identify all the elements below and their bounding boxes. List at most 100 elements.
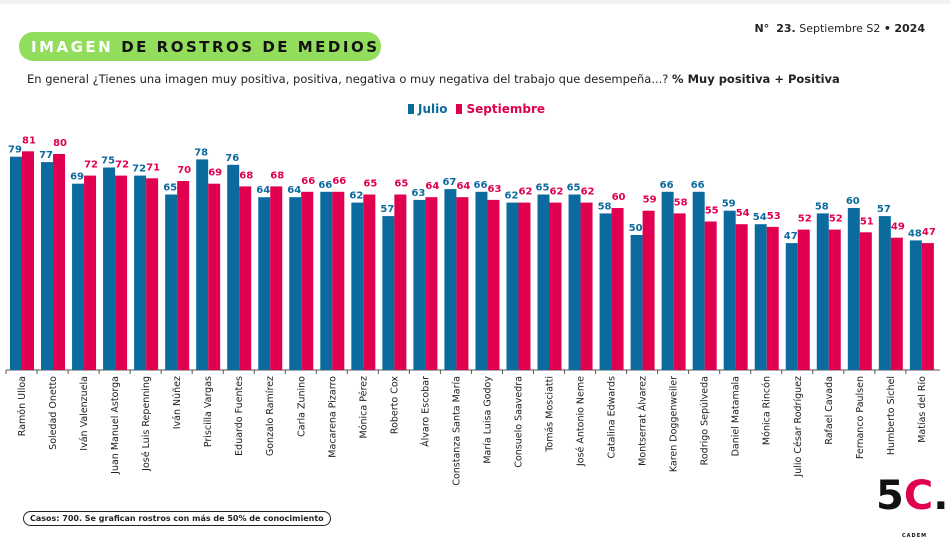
data-label: 57 (877, 204, 891, 215)
data-label: 52 (829, 214, 843, 225)
issue-info: N° 23. Septiembre S2 • 2024 (755, 22, 925, 35)
bar-septiembre (735, 224, 748, 370)
data-label: 64 (287, 185, 301, 196)
bar-julio (847, 208, 860, 370)
bar-septiembre (84, 175, 97, 370)
category-label: Juan Manuel Astorga (110, 376, 121, 475)
category-label: Eduardo Fuentes (234, 376, 245, 456)
data-label: 49 (891, 222, 905, 233)
issue-number: 23. (776, 22, 796, 35)
bar-septiembre (611, 208, 624, 370)
bar-septiembre (487, 199, 500, 370)
bar-julio (196, 159, 209, 370)
category-label: Mónica Rincón (762, 376, 773, 445)
category-label: José Antonio Neme (576, 376, 587, 467)
bar-julio (816, 213, 829, 370)
category-label: Álvaro Escobar (419, 376, 431, 447)
bar-julio (258, 197, 271, 370)
category-label: Consuelo Saavedra (513, 376, 524, 468)
bar-julio (103, 167, 116, 370)
data-label: 65 (163, 183, 177, 194)
bar-septiembre (580, 202, 593, 370)
data-label: 62 (505, 191, 519, 202)
data-label: 77 (39, 150, 53, 161)
issue-period: Septiembre S2 (799, 22, 881, 35)
bar-julio (506, 202, 519, 370)
issue-year: 2024 (894, 22, 925, 35)
data-label: 47 (922, 227, 936, 238)
data-label: 64 (425, 181, 439, 192)
legend-swatch-julio (408, 104, 414, 114)
bar-julio (599, 213, 612, 370)
question-metric: % Muy positiva + Positiva (672, 72, 840, 86)
data-label: 62 (550, 187, 564, 198)
data-label: 53 (767, 211, 781, 222)
data-label: 64 (456, 181, 470, 192)
bar-julio (878, 216, 891, 370)
data-label: 59 (643, 195, 657, 206)
bar-julio (909, 240, 922, 370)
bar-julio (692, 191, 705, 370)
data-label: 62 (519, 187, 533, 198)
data-label: 59 (722, 199, 736, 210)
data-label: 75 (101, 156, 115, 167)
data-label: 66 (660, 180, 674, 191)
category-label: Matías del Río (917, 376, 928, 443)
bar-septiembre (828, 229, 841, 370)
data-label: 69 (70, 172, 84, 183)
bar-septiembre (549, 202, 562, 370)
top-bar (0, 0, 951, 4)
data-label: 54 (736, 208, 750, 219)
data-label: 66 (301, 176, 315, 187)
data-label: 66 (473, 180, 487, 191)
cadem-logo: 5C. CADEM (876, 476, 948, 539)
bar-julio (444, 189, 457, 370)
data-label: 78 (194, 147, 208, 158)
category-label: Humberto Sichel (886, 376, 897, 455)
category-label: Gonzalo Ramírez (265, 376, 276, 456)
data-label: 71 (146, 162, 160, 173)
category-label: Rodrigo Sepúlveda (700, 376, 711, 465)
category-label: Montserrat Álvarez (637, 376, 649, 466)
bar-septiembre (394, 194, 407, 370)
title-b: DE ROSTROS DE MEDIOS (121, 37, 380, 56)
bar-julio (568, 194, 581, 370)
bar-julio (661, 191, 674, 370)
bar-julio (537, 194, 550, 370)
category-label: Constanza Santa María (451, 376, 462, 486)
legend-septiembre: Septiembre (456, 102, 545, 116)
category-label: Ramón Ulloa (17, 376, 28, 436)
data-label: 60 (846, 196, 860, 207)
bar-septiembre (456, 197, 469, 370)
data-label: 63 (411, 188, 425, 199)
bar-septiembre (270, 186, 283, 370)
data-label: 72 (84, 160, 98, 171)
bar-julio (413, 199, 426, 370)
page-title: IMAGEN DE ROSTROS DE MEDIOS (19, 32, 381, 61)
category-label: Mónica Pérez (358, 376, 369, 439)
bar-julio (351, 202, 364, 370)
bar-septiembre (797, 229, 810, 370)
category-label: Fernanco Paulsen (855, 376, 866, 459)
category-label: Tomás Mosciatti (545, 376, 556, 453)
question-text: En general ¿Tienes una imagen muy positi… (27, 72, 669, 86)
question: En general ¿Tienes una imagen muy positi… (27, 72, 840, 86)
data-label: 68 (270, 170, 284, 181)
bar-septiembre (177, 181, 190, 370)
category-label: Rafael Cavada (824, 376, 835, 445)
data-label: 70 (177, 165, 191, 176)
legend-label-julio: Julio (418, 102, 448, 116)
data-label: 66 (318, 180, 332, 191)
data-label: 54 (753, 212, 767, 223)
data-label: 66 (332, 176, 346, 187)
bar-septiembre (208, 183, 221, 370)
data-label: 66 (691, 180, 705, 191)
bar-septiembre (766, 226, 779, 370)
data-label: 68 (239, 170, 253, 181)
data-label: 65 (394, 179, 408, 190)
bar-julio (320, 191, 333, 370)
data-label: 79 (8, 145, 22, 156)
bar-julio (785, 243, 798, 370)
data-label: 58 (815, 201, 829, 212)
